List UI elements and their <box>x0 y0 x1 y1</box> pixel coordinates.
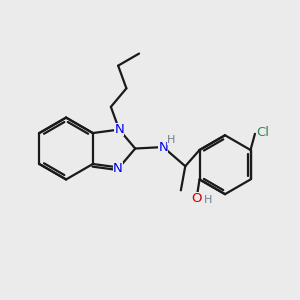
Text: O: O <box>191 192 202 205</box>
Text: N: N <box>113 162 122 175</box>
Text: N: N <box>114 123 124 136</box>
Text: H: H <box>204 195 212 205</box>
Text: Cl: Cl <box>257 126 270 139</box>
Text: N: N <box>158 141 168 154</box>
Text: H: H <box>167 135 176 145</box>
